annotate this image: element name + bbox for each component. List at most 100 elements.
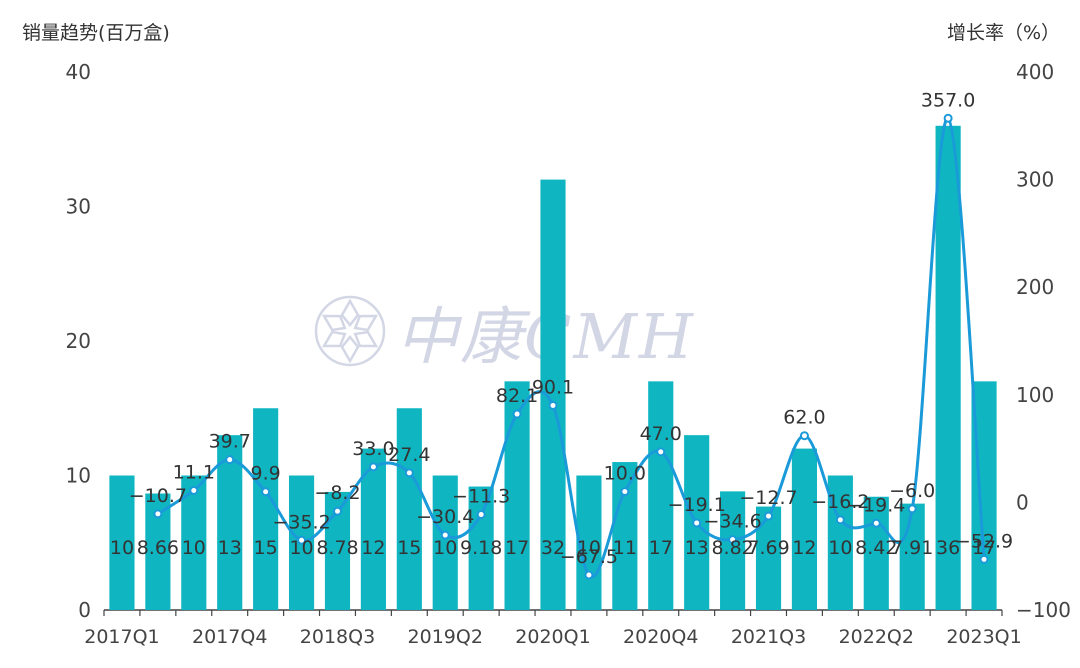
growth-rate-point (189, 485, 199, 495)
bar-value-label: 17 (505, 537, 529, 559)
left-y-tick-label: 40 (66, 60, 91, 84)
growth-rate-label: −34.6 (703, 511, 761, 533)
growth-rate-label: −67.5 (560, 546, 618, 568)
bar (863, 496, 889, 610)
bar-value-label: 17 (972, 537, 996, 559)
growth-rate-point (979, 554, 989, 564)
x-tick-label: 2023Q1 (946, 626, 1021, 648)
right-y-tick-label: 0 (1016, 490, 1029, 514)
right-y-tick-label: −100 (1016, 598, 1071, 622)
growth-rate-point (440, 530, 450, 540)
x-tick-label: 2018Q3 (300, 626, 375, 648)
bar (432, 475, 458, 610)
bar (109, 475, 135, 610)
bar-value-label: 17 (649, 537, 673, 559)
right-axis-title: 增长率（%） (946, 22, 1060, 44)
growth-rate-label: 39.7 (209, 431, 251, 453)
x-tick-label: 2019Q2 (408, 626, 483, 648)
x-tick-label: 2022Q2 (839, 626, 914, 648)
growth-rate-label: 82.1 (496, 385, 538, 407)
growth-rate-label: −35.2 (272, 511, 330, 533)
growth-rate-label: 27.4 (388, 444, 430, 466)
x-tick-label: 2020Q4 (623, 626, 698, 648)
growth-rate-label: −8.2 (314, 482, 360, 504)
snowflake-logo-icon (314, 295, 386, 367)
bar-value-label: 10 (289, 537, 313, 559)
bar (791, 448, 818, 610)
bar-value-label: 10 (828, 537, 852, 559)
right-y-tick-label: 100 (1016, 383, 1054, 407)
growth-rate-label: 10.0 (604, 463, 646, 485)
x-tick-label: 2017Q4 (192, 626, 267, 648)
bar-value-label: 10 (577, 537, 601, 559)
growth-rate-label: −52.9 (955, 530, 1013, 552)
growth-rate-label: 9.9 (251, 463, 281, 485)
growth-rate-point (835, 515, 845, 525)
bar (396, 408, 422, 610)
growth-rate-label: −6.0 (889, 480, 935, 502)
growth-rate-point (368, 462, 378, 472)
growth-rate-label: 11.1 (173, 461, 215, 483)
bar-value-label: 8.66 (137, 537, 179, 559)
x-tick-label: 2017Q1 (84, 626, 159, 648)
growth-rate-point (404, 468, 414, 478)
bar-value-label: 9.18 (460, 537, 502, 559)
bar (612, 462, 638, 610)
growth-rate-point (799, 431, 809, 441)
growth-rate-point (225, 455, 235, 465)
bar-value-label: 8.42 (855, 537, 897, 559)
x-tick-label: 2020Q1 (515, 626, 590, 648)
bar-value-label: 12 (792, 537, 816, 559)
growth-rate-label: −16.2 (811, 491, 869, 513)
bar-value-label: 15 (254, 537, 278, 559)
growth-rate-point (764, 511, 774, 521)
growth-rate-label: 357.0 (921, 89, 975, 111)
bar (504, 381, 530, 610)
bar-value-label: 8.82 (711, 537, 753, 559)
bar-value-label: 32 (541, 537, 565, 559)
growth-rate-point (692, 518, 702, 528)
growth-rate-point (943, 113, 953, 123)
bar (935, 125, 961, 611)
growth-rate-label: −30.4 (416, 506, 474, 528)
bar-value-label: 12 (361, 537, 385, 559)
bar (253, 408, 279, 610)
growth-rate-point (476, 510, 486, 520)
bar-value-label: 7.91 (891, 537, 933, 559)
right-y-tick-label: 300 (1016, 168, 1054, 192)
growth-rate-label: 90.1 (532, 376, 574, 398)
growth-rate-label: −19.4 (847, 494, 905, 516)
growth-rate-label: 47.0 (640, 423, 682, 445)
growth-rate-point (153, 509, 163, 519)
right-y-tick-label: 200 (1016, 275, 1054, 299)
growth-rate-point (261, 487, 271, 497)
bar-value-label: 13 (685, 537, 709, 559)
bar (648, 381, 674, 610)
growth-rate-label: −12.7 (739, 487, 797, 509)
growth-rate-point (512, 409, 522, 419)
bar-value-label: 36 (936, 537, 960, 559)
growth-rate-point (548, 400, 558, 410)
bar-value-label: 11 (613, 537, 637, 559)
growth-rate-point (332, 506, 342, 516)
growth-rate-point (871, 518, 881, 528)
bar (899, 503, 925, 610)
left-axis-title: 销量趋势(百万盒) (22, 22, 170, 44)
growth-rate-label: 62.0 (783, 407, 825, 429)
growth-rate-label: −19.1 (668, 494, 726, 516)
bar (468, 486, 494, 610)
bar-value-label: 15 (397, 537, 421, 559)
left-y-tick-label: 20 (66, 329, 91, 353)
bar-value-label: 7.69 (747, 537, 789, 559)
growth-rate-point (728, 535, 738, 545)
growth-rate-label: −10.7 (129, 485, 187, 507)
bar-value-label: 13 (218, 537, 242, 559)
growth-rate-label: −11.3 (452, 486, 510, 508)
bar-value-label: 8.78 (316, 537, 358, 559)
growth-rate-point (656, 447, 666, 457)
growth-rate-point (907, 504, 917, 514)
x-tick-label: 2021Q3 (731, 626, 806, 648)
bar-value-label: 10 (110, 537, 134, 559)
growth-rate-point (584, 570, 594, 580)
bar (755, 506, 782, 610)
